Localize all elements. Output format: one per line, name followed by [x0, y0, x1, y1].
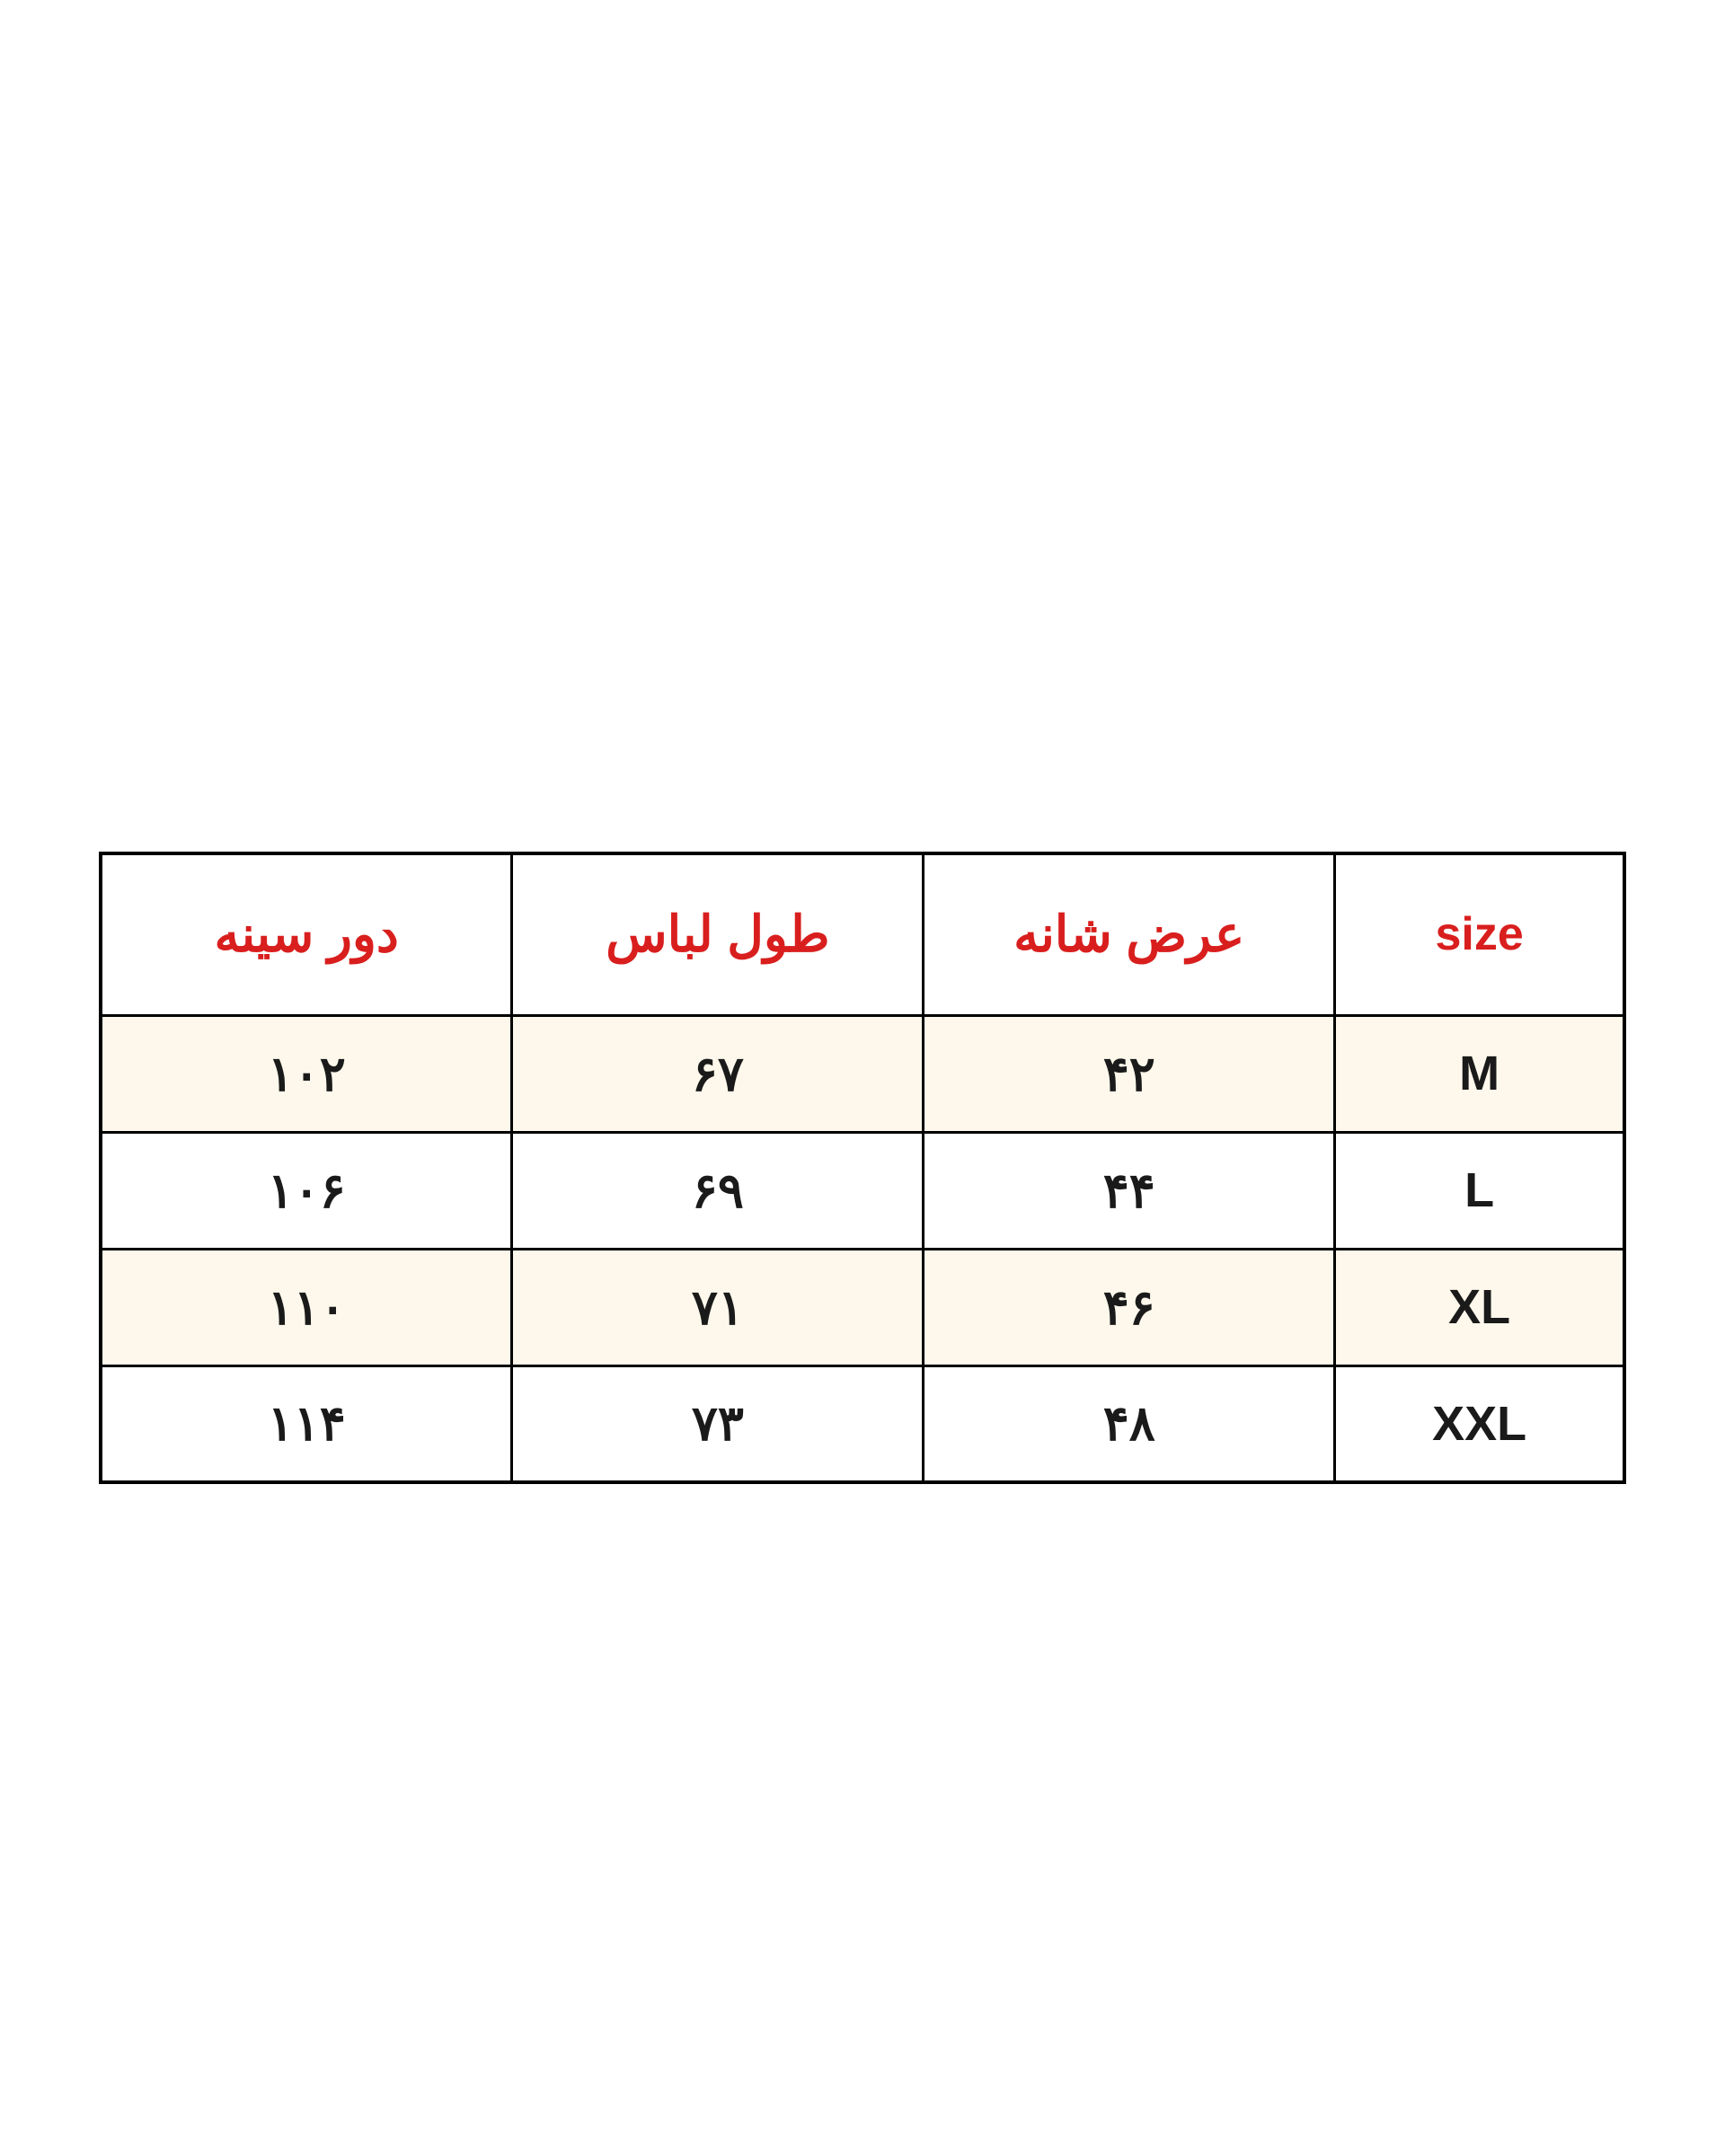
header-shoulder: عرض شانه — [924, 853, 1335, 1015]
size-chart-table: دور سینه طول لباس عرض شانه size ۱۰۲ ۶۷ ۴… — [99, 852, 1626, 1484]
cell-shoulder: ۴۸ — [924, 1365, 1335, 1482]
cell-chest: ۱۱۰ — [101, 1249, 512, 1365]
cell-size: XXL — [1335, 1365, 1624, 1482]
table-row: ۱۰۶ ۶۹ ۴۴ L — [101, 1132, 1624, 1249]
cell-length: ۶۹ — [512, 1132, 924, 1249]
cell-length: ۷۱ — [512, 1249, 924, 1365]
cell-size: M — [1335, 1015, 1624, 1132]
cell-chest: ۱۰۲ — [101, 1015, 512, 1132]
size-table-container: دور سینه طول لباس عرض شانه size ۱۰۲ ۶۷ ۴… — [99, 852, 1626, 1484]
table-row: ۱۱۰ ۷۱ ۴۶ XL — [101, 1249, 1624, 1365]
cell-shoulder: ۴۶ — [924, 1249, 1335, 1365]
cell-chest: ۱۱۴ — [101, 1365, 512, 1482]
cell-length: ۷۳ — [512, 1365, 924, 1482]
cell-chest: ۱۰۶ — [101, 1132, 512, 1249]
cell-length: ۶۷ — [512, 1015, 924, 1132]
header-length: طول لباس — [512, 853, 924, 1015]
header-chest: دور سینه — [101, 853, 512, 1015]
table-row: ۱۰۲ ۶۷ ۴۲ M — [101, 1015, 1624, 1132]
cell-size: XL — [1335, 1249, 1624, 1365]
table-header-row: دور سینه طول لباس عرض شانه size — [101, 853, 1624, 1015]
cell-shoulder: ۴۴ — [924, 1132, 1335, 1249]
cell-size: L — [1335, 1132, 1624, 1249]
header-size: size — [1335, 853, 1624, 1015]
table-row: ۱۱۴ ۷۳ ۴۸ XXL — [101, 1365, 1624, 1482]
cell-shoulder: ۴۲ — [924, 1015, 1335, 1132]
